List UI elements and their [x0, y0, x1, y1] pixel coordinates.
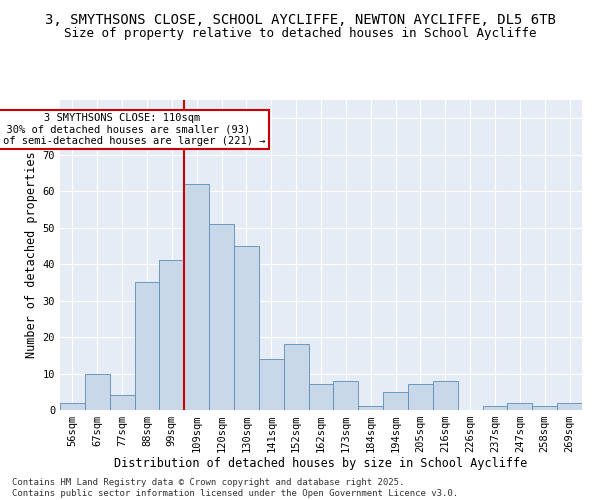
- Bar: [85, 374, 110, 410]
- Bar: [110, 396, 134, 410]
- Text: Size of property relative to detached houses in School Aycliffe: Size of property relative to detached ho…: [64, 28, 536, 40]
- Bar: [284, 344, 308, 410]
- Bar: [532, 406, 557, 410]
- Bar: [358, 406, 383, 410]
- Bar: [334, 381, 358, 410]
- Bar: [209, 224, 234, 410]
- Bar: [259, 359, 284, 410]
- Bar: [408, 384, 433, 410]
- Bar: [433, 381, 458, 410]
- Bar: [184, 184, 209, 410]
- Text: 3 SMYTHSONS CLOSE: 110sqm
← 30% of detached houses are smaller (93)
70% of semi-: 3 SMYTHSONS CLOSE: 110sqm ← 30% of detac…: [0, 113, 266, 146]
- Bar: [383, 392, 408, 410]
- Text: Contains HM Land Registry data © Crown copyright and database right 2025.
Contai: Contains HM Land Registry data © Crown c…: [12, 478, 458, 498]
- Bar: [557, 402, 582, 410]
- Bar: [482, 406, 508, 410]
- Y-axis label: Number of detached properties: Number of detached properties: [25, 152, 38, 358]
- Text: 3, SMYTHSONS CLOSE, SCHOOL AYCLIFFE, NEWTON AYCLIFFE, DL5 6TB: 3, SMYTHSONS CLOSE, SCHOOL AYCLIFFE, NEW…: [44, 12, 556, 26]
- X-axis label: Distribution of detached houses by size in School Aycliffe: Distribution of detached houses by size …: [115, 456, 527, 469]
- Bar: [160, 260, 184, 410]
- Bar: [234, 246, 259, 410]
- Bar: [508, 402, 532, 410]
- Bar: [134, 282, 160, 410]
- Bar: [60, 402, 85, 410]
- Bar: [308, 384, 334, 410]
